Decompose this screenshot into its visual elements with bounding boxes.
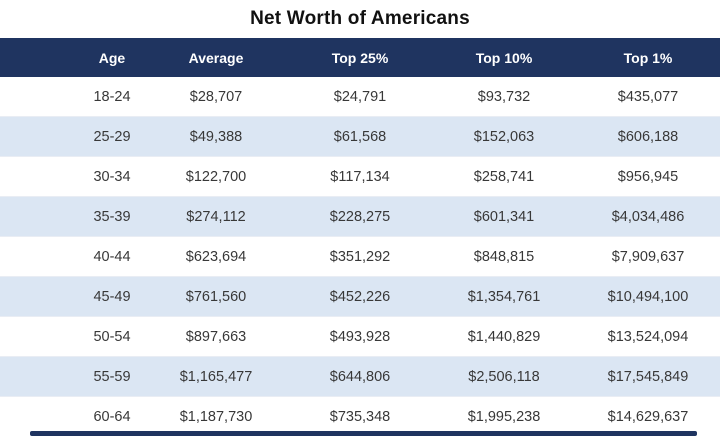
cell-top1: $10,494,100	[607, 288, 689, 305]
table-row: 18-24 $28,707 $24,791 $93,732 $435,077	[0, 77, 720, 116]
cell-average: $274,112	[186, 208, 246, 225]
column-header-age: Age	[98, 49, 126, 66]
cell-age: 18-24	[93, 88, 131, 105]
table-row: 45-49 $761,560 $452,226 $1,354,761 $10,4…	[0, 276, 720, 316]
page-title: Net Worth of Americans	[250, 8, 470, 29]
cell-age: 30-34	[93, 168, 131, 185]
cell-age: 45-49	[93, 288, 131, 305]
cell-average: $1,165,477	[179, 368, 253, 385]
cell-top10: $601,341	[473, 208, 535, 225]
cell-top1: $435,077	[617, 88, 679, 105]
cell-top25: $228,275	[329, 208, 391, 225]
table-row: 25-29 $49,388 $61,568 $152,063 $606,188	[0, 116, 720, 156]
table-body: 18-24 $28,707 $24,791 $93,732 $435,077 2…	[0, 77, 720, 436]
cell-average: $1,187,730	[179, 408, 253, 425]
cell-top10: $1,995,238	[467, 408, 541, 425]
cell-top1: $606,188	[617, 128, 679, 145]
cell-age: 55-59	[93, 368, 131, 385]
cell-top10: $1,440,829	[467, 328, 541, 345]
cell-top25: $351,292	[329, 248, 391, 265]
cell-top25: $24,791	[333, 88, 387, 105]
column-header-top25: Top 25%	[331, 49, 389, 66]
cell-top10: $848,815	[473, 248, 535, 265]
cell-age: 40-44	[93, 248, 131, 265]
cell-age: 50-54	[93, 328, 131, 345]
cell-top25: $61,568	[333, 128, 387, 145]
cell-age: 35-39	[93, 208, 131, 225]
title-bar: Net Worth of Americans	[0, 0, 720, 38]
cell-average: $623,694	[185, 248, 247, 265]
cell-top10: $152,063	[473, 128, 535, 145]
table-row: 50-54 $897,663 $493,928 $1,440,829 $13,5…	[0, 316, 720, 356]
table-header-row: Age Average Top 25% Top 10% Top 1%	[0, 38, 720, 77]
cell-top25: $735,348	[329, 408, 391, 425]
cell-average: $49,388	[189, 128, 243, 145]
column-header-average: Average	[188, 49, 244, 66]
cell-top25: $644,806	[329, 368, 391, 385]
cell-top10: $1,354,761	[467, 288, 541, 305]
cell-age: 60-64	[93, 408, 131, 425]
cell-top25: $452,226	[329, 288, 391, 305]
table-row: 30-34 $122,700 $117,134 $258,741 $956,94…	[0, 156, 720, 196]
cell-top10: $258,741	[473, 168, 535, 185]
cell-top10: $93,732	[477, 88, 531, 105]
cell-average: $897,663	[185, 328, 247, 345]
cell-top1: $956,945	[617, 168, 679, 185]
cell-top25: $117,134	[330, 168, 390, 185]
table-bottom-edge-bar	[30, 431, 697, 436]
cell-average: $122,700	[185, 168, 247, 185]
cell-top1: $4,034,486	[611, 208, 685, 225]
table-row: 55-59 $1,165,477 $644,806 $2,506,118 $17…	[0, 356, 720, 396]
table-row: 40-44 $623,694 $351,292 $848,815 $7,909,…	[0, 236, 720, 276]
cell-age: 25-29	[93, 128, 131, 145]
column-header-top10: Top 10%	[475, 49, 533, 66]
cell-top10: $2,506,118	[468, 368, 540, 385]
cell-top25: $493,928	[329, 328, 391, 345]
cell-average: $761,560	[185, 288, 247, 305]
cell-top1: $7,909,637	[611, 248, 685, 265]
cell-top1: $13,524,094	[607, 328, 689, 345]
cell-top1: $14,629,637	[607, 408, 689, 425]
table-row: 35-39 $274,112 $228,275 $601,341 $4,034,…	[0, 196, 720, 236]
cell-top1: $17,545,849	[607, 368, 689, 385]
cell-average: $28,707	[189, 88, 243, 105]
column-header-top1: Top 1%	[623, 49, 673, 66]
table-row: 60-64 $1,187,730 $735,348 $1,995,238 $14…	[0, 396, 720, 436]
